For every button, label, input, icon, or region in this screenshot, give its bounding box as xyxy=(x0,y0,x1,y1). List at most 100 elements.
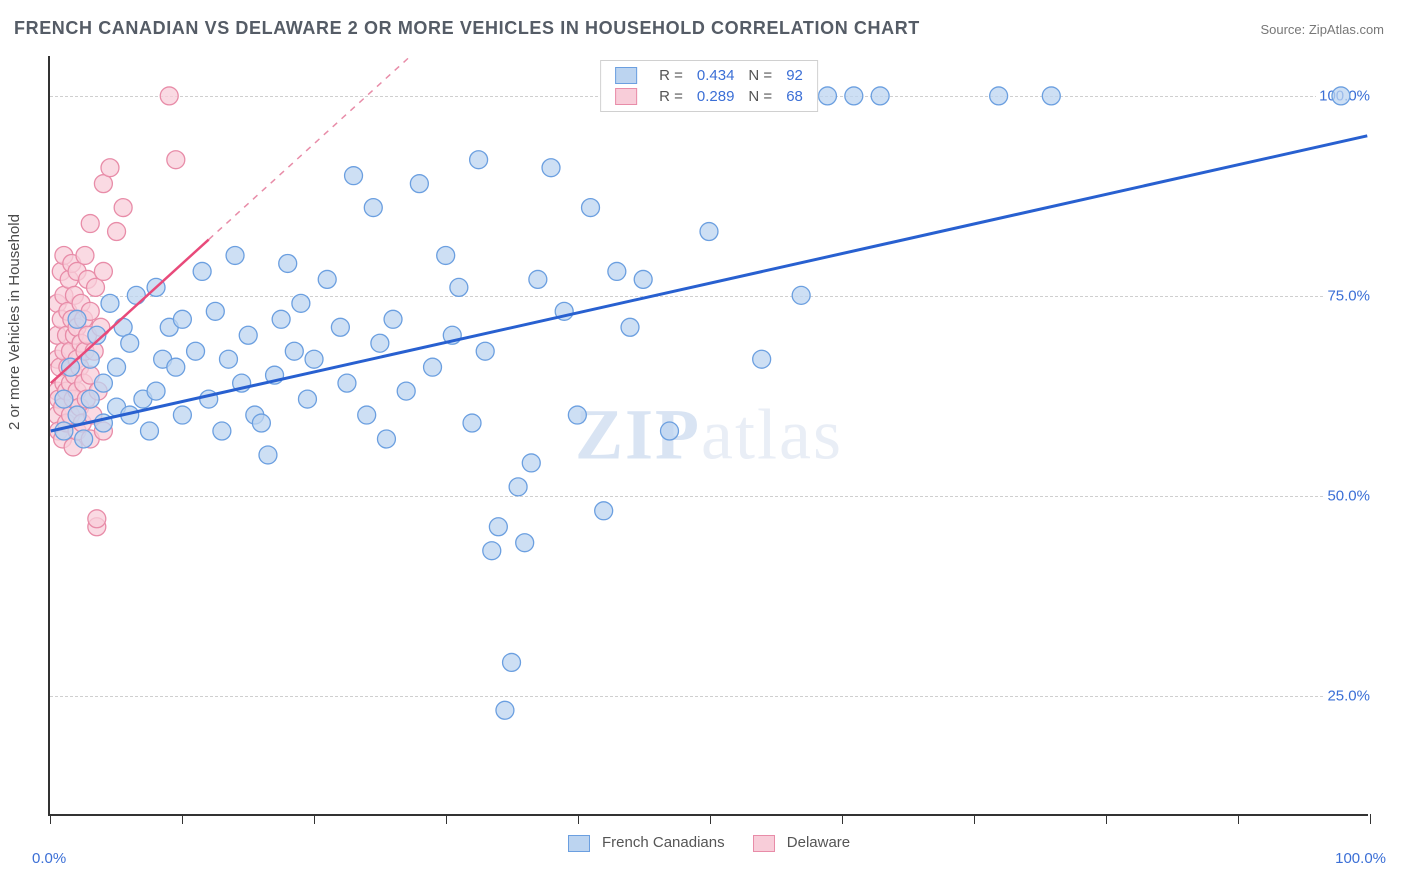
scatter-svg xyxy=(50,56,1368,814)
french-canadians-point xyxy=(595,502,613,520)
french-canadians-point xyxy=(127,286,145,304)
delaware-point xyxy=(87,278,105,296)
x-tick-right: 100.0% xyxy=(1335,850,1386,867)
french-canadians-point xyxy=(410,175,428,193)
french-canadians-point xyxy=(529,270,547,288)
legend-label-fc: French Canadians xyxy=(602,834,725,851)
delaware-point xyxy=(88,510,106,528)
chart-title: FRENCH CANADIAN VS DELAWARE 2 OR MORE VE… xyxy=(14,18,920,39)
x-tick xyxy=(182,814,183,824)
french-canadians-point xyxy=(990,87,1008,105)
french-canadians-point xyxy=(384,310,402,328)
x-tick xyxy=(1370,814,1371,824)
french-canadians-point xyxy=(516,534,534,552)
plot-area: ZIPatlas 25.0%50.0%75.0%100.0% 0.0% 100.… xyxy=(48,56,1368,816)
french-canadians-point xyxy=(871,87,889,105)
swatch-french-canadians xyxy=(568,835,590,852)
french-canadians-point xyxy=(141,422,159,440)
x-tick xyxy=(578,814,579,824)
legend-top-row-fc: R = 0.434 N = 92 xyxy=(615,65,803,86)
delaware-point xyxy=(108,223,126,241)
french-canadians-point xyxy=(424,358,442,376)
swatch-fc-top xyxy=(615,67,637,84)
r-value-de: 0.289 xyxy=(697,88,735,105)
french-canadians-point xyxy=(68,310,86,328)
delaware-point xyxy=(101,159,119,177)
swatch-de-top xyxy=(615,88,637,105)
french-canadians-point xyxy=(496,701,514,719)
french-canadians-point xyxy=(101,294,119,312)
french-canadians-point xyxy=(338,374,356,392)
y-axis-label: 2 or more Vehicles in Household xyxy=(6,214,23,430)
french-canadians-point xyxy=(259,446,277,464)
legend-item-delaware: Delaware xyxy=(753,834,851,852)
french-canadians-point xyxy=(68,406,86,424)
delaware-point xyxy=(94,175,112,193)
r-label: R = xyxy=(659,67,683,84)
r-label2: R = xyxy=(659,88,683,105)
swatch-delaware xyxy=(753,835,775,852)
french-canadians-point xyxy=(298,390,316,408)
french-canadians-point xyxy=(568,406,586,424)
x-tick xyxy=(446,814,447,824)
french-canadians-point xyxy=(621,318,639,336)
french-canadians-point xyxy=(219,350,237,368)
french-canadians-point xyxy=(397,382,415,400)
delaware-point xyxy=(94,262,112,280)
french-canadians-point xyxy=(634,270,652,288)
french-canadians-point xyxy=(81,390,99,408)
french-canadians-point xyxy=(542,159,560,177)
french-canadians-point xyxy=(364,199,382,217)
french-canadians-point xyxy=(213,422,231,440)
delaware-point xyxy=(114,199,132,217)
french-canadians-point xyxy=(845,87,863,105)
french-canadians-point xyxy=(121,334,139,352)
french-canadians-point xyxy=(173,406,191,424)
x-tick xyxy=(842,814,843,824)
french-canadians-point xyxy=(661,422,679,440)
n-label2: N = xyxy=(748,88,772,105)
french-canadians-point xyxy=(239,326,257,344)
french-canadians-point xyxy=(522,454,540,472)
french-canadians-point xyxy=(476,342,494,360)
french-canadians-point xyxy=(489,518,507,536)
legend-label-de: Delaware xyxy=(787,834,850,851)
legend-item-french-canadians: French Canadians xyxy=(568,834,725,852)
french-canadians-point xyxy=(331,318,349,336)
x-tick xyxy=(974,814,975,824)
delaware-point xyxy=(81,215,99,233)
n-value-fc: 92 xyxy=(786,67,803,84)
french-canadians-point xyxy=(173,310,191,328)
french-canadians-point xyxy=(582,199,600,217)
french-canadians-point xyxy=(371,334,389,352)
x-tick-left: 0.0% xyxy=(32,850,66,867)
french-canadians-point xyxy=(437,246,455,264)
chart-container: FRENCH CANADIAN VS DELAWARE 2 OR MORE VE… xyxy=(0,0,1406,892)
french-canadians-point xyxy=(108,358,126,376)
trend-line-french-canadians xyxy=(51,136,1368,431)
french-canadians-point xyxy=(503,653,521,671)
french-canadians-point xyxy=(167,358,185,376)
french-canadians-point xyxy=(463,414,481,432)
delaware-point xyxy=(160,87,178,105)
r-value-fc: 0.434 xyxy=(697,67,735,84)
x-tick xyxy=(1238,814,1239,824)
french-canadians-point xyxy=(358,406,376,424)
french-canadians-point xyxy=(193,262,211,280)
french-canadians-point xyxy=(94,374,112,392)
french-canadians-point xyxy=(819,87,837,105)
french-canadians-point xyxy=(147,382,165,400)
delaware-point xyxy=(76,246,94,264)
n-value-de: 68 xyxy=(786,88,803,105)
legend-top-row-de: R = 0.289 N = 68 xyxy=(615,86,803,107)
french-canadians-point xyxy=(252,414,270,432)
legend-top: R = 0.434 N = 92 R = 0.289 N = 68 xyxy=(600,60,818,112)
french-canadians-point xyxy=(345,167,363,185)
source-label: Source: ZipAtlas.com xyxy=(1260,22,1384,37)
french-canadians-point xyxy=(318,270,336,288)
french-canadians-point xyxy=(509,478,527,496)
x-tick xyxy=(50,814,51,824)
french-canadians-point xyxy=(1042,87,1060,105)
french-canadians-point xyxy=(187,342,205,360)
french-canadians-point xyxy=(279,254,297,272)
